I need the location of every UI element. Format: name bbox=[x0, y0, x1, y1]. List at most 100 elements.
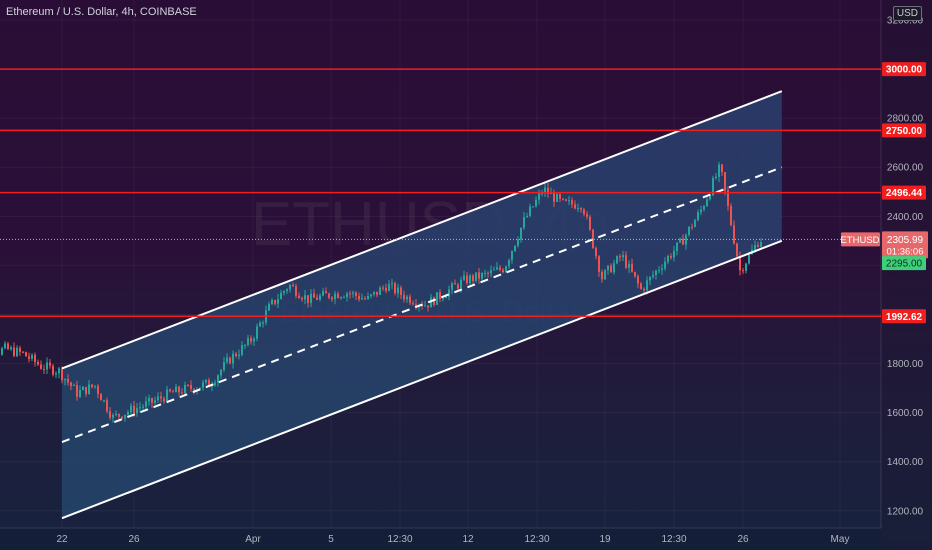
candle-body[interactable] bbox=[676, 242, 678, 251]
candle-body[interactable] bbox=[475, 272, 477, 281]
candle-body[interactable] bbox=[262, 322, 264, 324]
candle-body[interactable] bbox=[334, 293, 336, 300]
candle-body[interactable] bbox=[643, 288, 645, 291]
candle-body[interactable] bbox=[253, 338, 255, 342]
candle-body[interactable] bbox=[184, 384, 186, 394]
candle-body[interactable] bbox=[658, 269, 660, 271]
candle-body[interactable] bbox=[628, 263, 630, 268]
candle-body[interactable] bbox=[442, 298, 444, 300]
candle-body[interactable] bbox=[571, 200, 573, 205]
candle-body[interactable] bbox=[277, 299, 279, 304]
candle-body[interactable] bbox=[526, 215, 528, 218]
candle-body[interactable] bbox=[226, 357, 228, 363]
candle-body[interactable] bbox=[427, 305, 429, 308]
candle-body[interactable] bbox=[37, 361, 39, 365]
candle-body[interactable] bbox=[181, 392, 183, 394]
candle-body[interactable] bbox=[712, 178, 714, 196]
candle-body[interactable] bbox=[58, 368, 60, 374]
currency-label[interactable]: USD bbox=[892, 6, 922, 21]
candle-body[interactable] bbox=[739, 256, 741, 271]
candle-body[interactable] bbox=[529, 206, 531, 216]
candle-body[interactable] bbox=[133, 405, 135, 414]
candle-body[interactable] bbox=[304, 295, 306, 300]
candle-body[interactable] bbox=[601, 271, 603, 280]
candle-body[interactable] bbox=[109, 411, 111, 418]
candle-body[interactable] bbox=[616, 256, 618, 264]
candle-body[interactable] bbox=[688, 226, 690, 235]
candle-body[interactable] bbox=[496, 267, 498, 270]
candle-body[interactable] bbox=[709, 195, 711, 200]
candle-body[interactable] bbox=[163, 398, 165, 402]
candle-body[interactable] bbox=[487, 272, 489, 274]
candle-body[interactable] bbox=[121, 416, 123, 419]
candle-body[interactable] bbox=[415, 304, 417, 307]
candle-body[interactable] bbox=[454, 283, 456, 285]
candle-body[interactable] bbox=[667, 255, 669, 262]
candle-body[interactable] bbox=[637, 276, 639, 284]
candle-body[interactable] bbox=[250, 338, 252, 342]
candle-body[interactable] bbox=[25, 352, 27, 357]
candle-body[interactable] bbox=[280, 292, 282, 300]
candle-body[interactable] bbox=[544, 187, 546, 194]
candle-body[interactable] bbox=[337, 293, 339, 299]
time-axis[interactable] bbox=[0, 528, 881, 550]
alert-price-tag[interactable] bbox=[882, 256, 926, 271]
candle-body[interactable] bbox=[376, 291, 378, 295]
candle-body[interactable] bbox=[151, 398, 153, 403]
candle-body[interactable] bbox=[604, 270, 606, 280]
candle-body[interactable] bbox=[610, 265, 612, 273]
candle-body[interactable] bbox=[19, 347, 21, 352]
candle-body[interactable] bbox=[580, 208, 582, 210]
candle-body[interactable] bbox=[283, 291, 285, 293]
candle-body[interactable] bbox=[70, 382, 72, 386]
candle-body[interactable] bbox=[40, 364, 42, 369]
candle-body[interactable] bbox=[649, 276, 651, 281]
level-price-tag[interactable] bbox=[882, 62, 926, 77]
candle-body[interactable] bbox=[652, 275, 654, 277]
candle-body[interactable] bbox=[394, 283, 396, 294]
candle-body[interactable] bbox=[586, 214, 588, 217]
candle-body[interactable] bbox=[157, 396, 159, 401]
candle-body[interactable] bbox=[562, 198, 564, 200]
candle-body[interactable] bbox=[160, 396, 162, 399]
candle-body[interactable] bbox=[310, 293, 312, 304]
candle-body[interactable] bbox=[220, 370, 222, 376]
candle-body[interactable] bbox=[754, 244, 756, 250]
candle-body[interactable] bbox=[499, 267, 501, 270]
candle-body[interactable] bbox=[619, 256, 621, 258]
candle-body[interactable] bbox=[625, 255, 627, 268]
candle-body[interactable] bbox=[748, 254, 750, 264]
candle-body[interactable] bbox=[79, 390, 81, 397]
candle-body[interactable] bbox=[4, 343, 6, 349]
candle-body[interactable] bbox=[565, 199, 567, 201]
candle-body[interactable] bbox=[145, 401, 147, 407]
candle-body[interactable] bbox=[460, 279, 462, 289]
candle-body[interactable] bbox=[55, 373, 57, 375]
candle-body[interactable] bbox=[607, 265, 609, 271]
candle-body[interactable] bbox=[400, 287, 402, 295]
candle-body[interactable] bbox=[364, 298, 366, 300]
candle-body[interactable] bbox=[502, 269, 504, 273]
candle-body[interactable] bbox=[301, 298, 303, 300]
candle-body[interactable] bbox=[13, 347, 15, 356]
candle-body[interactable] bbox=[112, 414, 114, 418]
candle-body[interactable] bbox=[655, 270, 657, 276]
candle-body[interactable] bbox=[736, 243, 738, 257]
candle-body[interactable] bbox=[169, 389, 171, 392]
candle-body[interactable] bbox=[154, 400, 156, 403]
candle-body[interactable] bbox=[352, 292, 354, 294]
candle-body[interactable] bbox=[85, 386, 87, 394]
candle-body[interactable] bbox=[136, 407, 138, 414]
candle-body[interactable] bbox=[349, 293, 351, 295]
candle-body[interactable] bbox=[217, 375, 219, 383]
candle-body[interactable] bbox=[436, 292, 438, 305]
candle-body[interactable] bbox=[355, 292, 357, 296]
candle-body[interactable] bbox=[451, 283, 453, 290]
candle-body[interactable] bbox=[289, 285, 291, 290]
candle-body[interactable] bbox=[595, 247, 597, 257]
candle-body[interactable] bbox=[373, 291, 375, 295]
candle-body[interactable] bbox=[91, 384, 93, 387]
candle-body[interactable] bbox=[439, 292, 441, 299]
candle-body[interactable] bbox=[235, 353, 237, 357]
